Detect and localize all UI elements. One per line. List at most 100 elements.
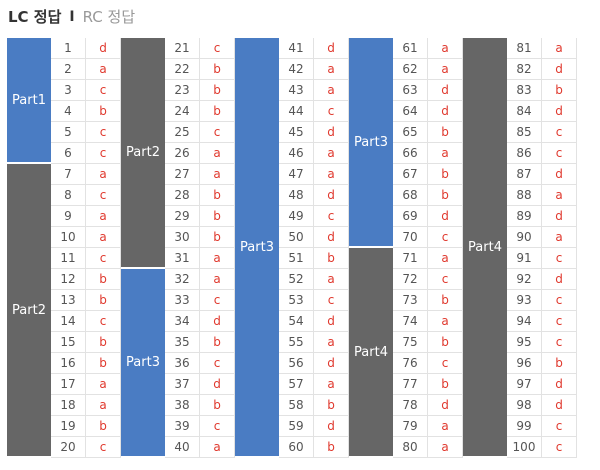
question-number: 22 [165,59,200,80]
answer: b [314,248,349,269]
question-number: 23 [165,80,200,101]
answer: c [86,437,121,458]
answer: a [428,38,463,59]
answer: d [200,311,235,332]
answer: b [428,185,463,206]
question-number: 78 [393,395,428,416]
question-number: 25 [165,122,200,143]
question-number: 68 [393,185,428,206]
answer: a [428,143,463,164]
question-number: 99 [507,416,542,437]
answer: c [314,206,349,227]
answer: c [542,311,577,332]
tab[interactable]: LC 정답 [8,8,62,26]
question-number: 17 [51,374,86,395]
question-number: 64 [393,101,428,122]
question-number: 5 [51,122,86,143]
answer: a [314,332,349,353]
answer: d [542,164,577,185]
answer: c [428,269,463,290]
question-number: 12 [51,269,86,290]
answer: b [86,269,121,290]
question-number: 43 [279,80,314,101]
question-number: 39 [165,416,200,437]
question-number: 50 [279,227,314,248]
question-number: 75 [393,332,428,353]
answer: b [542,80,577,101]
question-number: 40 [165,437,200,458]
question-number: 6 [51,143,86,164]
question-number: 3 [51,80,86,101]
answer: c [542,248,577,269]
question-number: 88 [507,185,542,206]
answer: a [428,311,463,332]
answer: a [86,227,121,248]
answer: d [428,206,463,227]
question-number: 76 [393,353,428,374]
answer: c [86,185,121,206]
question-number: 83 [507,80,542,101]
question-number: 24 [165,101,200,122]
answer: c [542,332,577,353]
answer: c [86,143,121,164]
answer: d [314,38,349,59]
question-number: 52 [279,269,314,290]
question-number: 27 [165,164,200,185]
question-number: 55 [279,332,314,353]
question-number: 33 [165,290,200,311]
question-number: 20 [51,437,86,458]
question-number: 62 [393,59,428,80]
answer: c [200,290,235,311]
question-number: 61 [393,38,428,59]
question-number: 7 [51,164,86,185]
tab[interactable]: RC 정답 [82,8,136,26]
question-number: 4 [51,101,86,122]
question-number: 92 [507,269,542,290]
answer: d [542,59,577,80]
answer: a [542,38,577,59]
question-number: 28 [165,185,200,206]
answer: b [428,164,463,185]
answer: c [200,38,235,59]
question-number: 41 [279,38,314,59]
question-number: 2 [51,59,86,80]
answer: c [86,311,121,332]
answer: c [542,122,577,143]
answer: d [428,395,463,416]
question-number: 37 [165,374,200,395]
question-number: 51 [279,248,314,269]
question-number: 31 [165,248,200,269]
question-number: 79 [393,416,428,437]
question-number: 14 [51,311,86,332]
question-number: 87 [507,164,542,185]
part-label: Part1 [7,38,51,164]
question-number: 67 [393,164,428,185]
part-label: Part3 [235,38,279,458]
answer: b [314,437,349,458]
question-number: 77 [393,374,428,395]
answer: d [314,311,349,332]
part-label: Part4 [349,248,393,458]
answer: d [542,374,577,395]
question-number: 44 [279,101,314,122]
answer: a [314,143,349,164]
question-number: 56 [279,353,314,374]
answer: a [542,185,577,206]
question-number: 98 [507,395,542,416]
question-number: 53 [279,290,314,311]
answer: b [86,290,121,311]
answer: c [86,122,121,143]
answer: c [542,416,577,437]
question-number: 97 [507,374,542,395]
answer: d [542,395,577,416]
answer: b [200,206,235,227]
answer: a [86,395,121,416]
question-number: 47 [279,164,314,185]
question-number: 66 [393,143,428,164]
answer: a [428,437,463,458]
answer: b [86,353,121,374]
answer: b [428,122,463,143]
answer: c [428,353,463,374]
answer: a [428,416,463,437]
question-number: 46 [279,143,314,164]
